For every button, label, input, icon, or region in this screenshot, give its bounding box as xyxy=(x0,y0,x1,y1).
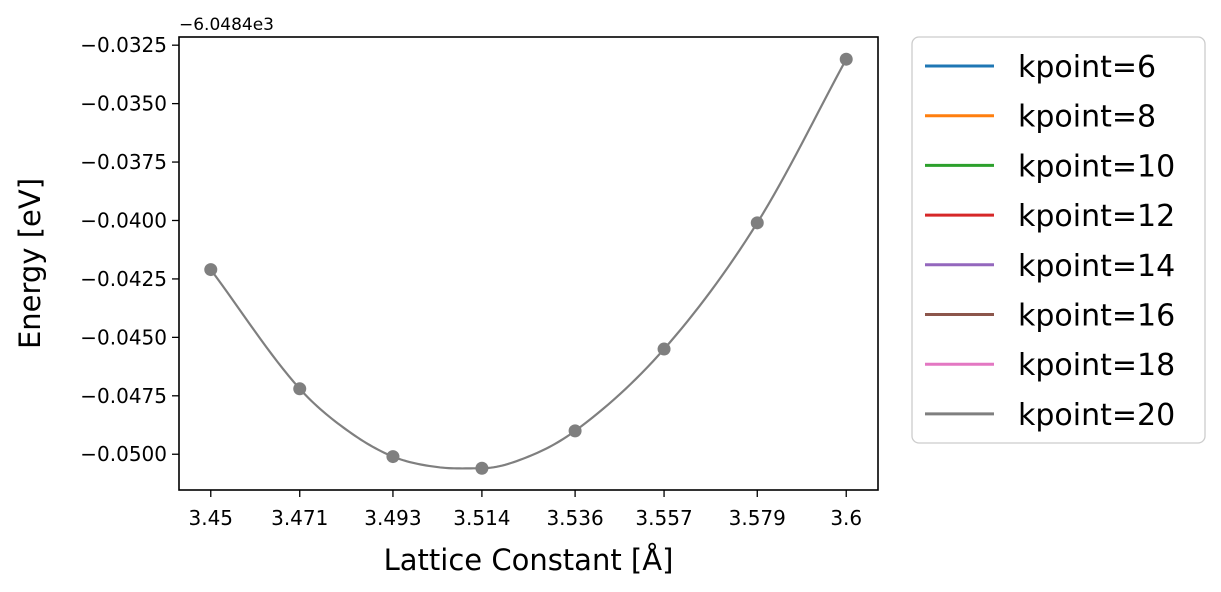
data-point xyxy=(839,52,853,66)
x-tick-label: 3.45 xyxy=(189,506,234,530)
x-tick-label: 3.557 xyxy=(635,506,692,530)
y-tick-label: −0.0325 xyxy=(80,33,167,57)
x-tick-label: 3.471 xyxy=(271,506,328,530)
data-point xyxy=(657,342,671,356)
data-point xyxy=(750,216,764,230)
y-tick-label: −0.0375 xyxy=(80,150,167,174)
x-axis-title: Lattice Constant [Å] xyxy=(384,543,674,577)
legend: kpoint=6 kpoint=8 kpoint=10 kpoint=12 kpoint… xyxy=(911,36,1206,444)
data-point xyxy=(386,450,400,464)
legend-label: kpoint=14 xyxy=(1018,249,1175,284)
legend-box xyxy=(911,36,1206,444)
y-tick-label: −0.0500 xyxy=(80,442,167,466)
legend-label: kpoint=16 xyxy=(1018,299,1175,334)
x-tick-label: 3.514 xyxy=(453,506,510,530)
y-tick-label: −0.0425 xyxy=(80,267,167,291)
data-point xyxy=(568,424,582,438)
legend-label: kpoint=18 xyxy=(1018,348,1175,383)
legend-label: kpoint=20 xyxy=(1018,398,1175,433)
legend-label: kpoint=8 xyxy=(1018,100,1156,135)
data-point xyxy=(293,382,307,396)
x-tick-label: 3.493 xyxy=(364,506,421,530)
legend-label: kpoint=12 xyxy=(1018,199,1175,234)
y-tick-label: −0.0475 xyxy=(80,384,167,408)
x-axis: 3.45 3.471 3.493 3.514 3.536 3.557 3.579 3.6 xyxy=(189,490,862,530)
y-tick-label: −0.0400 xyxy=(80,208,167,232)
legend-label: kpoint=10 xyxy=(1018,149,1175,184)
data-point xyxy=(475,461,489,475)
y-tick-label: −0.0450 xyxy=(80,325,167,349)
x-tick-label: 3.579 xyxy=(729,506,786,530)
y-tick-label: −0.0350 xyxy=(80,92,167,116)
fit-curve-line xyxy=(209,58,848,470)
plot-frame xyxy=(178,36,879,491)
x-tick-label: 3.6 xyxy=(830,506,862,530)
legend-label: kpoint=6 xyxy=(1018,50,1156,85)
plot-area xyxy=(204,52,853,475)
y-axis: −0.0325 −0.0350 −0.0375 −0.0400 −0.0425 −0.04… xyxy=(80,33,179,466)
y-offset-label: −6.0484e3 xyxy=(179,15,274,35)
x-tick-label: 3.536 xyxy=(546,506,603,530)
data-point xyxy=(204,263,218,277)
y-axis-title: Energy [eV] xyxy=(13,178,47,349)
